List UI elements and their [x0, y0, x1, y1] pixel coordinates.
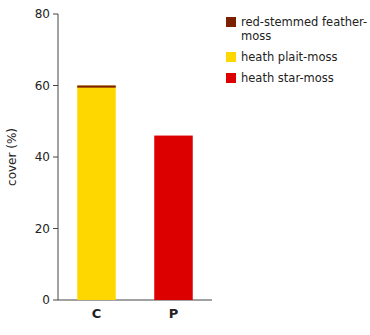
legend-label-line: red-stemmed feather- — [241, 15, 367, 29]
legend: red-stemmed feather-moss heath plait-moss… — [226, 15, 367, 85]
x-tick-label: C — [92, 306, 102, 321]
bar-cap — [77, 86, 116, 88]
legend-label: heath plait-moss — [241, 50, 337, 64]
y-axis-label: cover (%) — [5, 128, 19, 186]
y-tick — [53, 14, 58, 15]
legend-label-line: heath plait-moss — [241, 50, 337, 64]
y-tick-label: 60 — [35, 79, 50, 93]
bars — [77, 86, 193, 301]
legend-label: heath star-moss — [241, 71, 334, 85]
y-tick — [53, 85, 58, 86]
legend-label: red-stemmed feather-moss — [241, 15, 367, 43]
bar — [154, 136, 193, 300]
bar — [77, 86, 116, 301]
y-tick — [53, 157, 58, 158]
legend-label-line: moss — [241, 29, 271, 43]
y-tick — [53, 300, 58, 301]
y-tick — [53, 228, 58, 229]
x-tick-label: P — [169, 306, 179, 321]
y-tick-label: 0 — [42, 293, 50, 307]
legend-swatch — [226, 52, 236, 62]
y-axis-line — [58, 14, 59, 300]
y-tick-label: 40 — [35, 150, 50, 164]
y-tick-label: 80 — [35, 7, 50, 21]
y-axis: 0 20 40 60 80 — [35, 7, 58, 307]
legend-swatch — [226, 17, 236, 27]
legend-label-line: heath star-moss — [241, 71, 334, 85]
chart-container: 0 20 40 60 80 cover (%) C Pred-stemmed feather-… — [0, 0, 370, 335]
y-tick-label: 20 — [35, 222, 50, 236]
chart: 0 20 40 60 80 cover (%) C Pred-stemmed feather-… — [0, 0, 370, 335]
legend-swatch — [226, 73, 236, 83]
